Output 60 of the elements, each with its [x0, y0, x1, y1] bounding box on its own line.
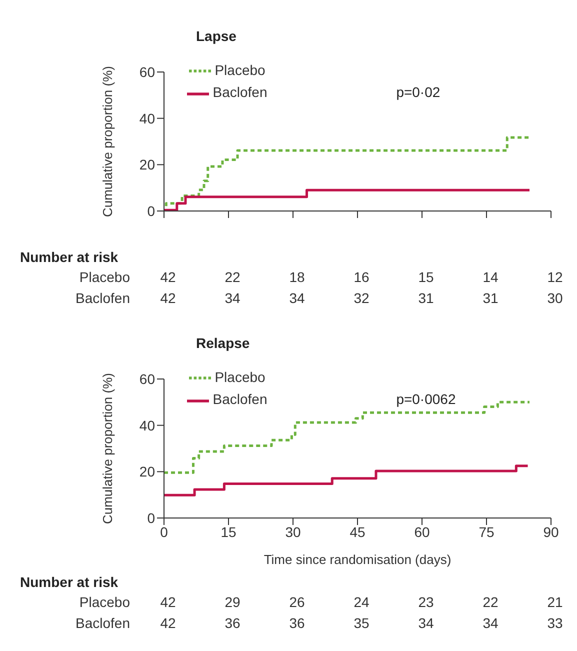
y-tick-label: 60 [139, 64, 156, 80]
chart-title: Relapse [196, 335, 250, 351]
text: 18 [288, 269, 306, 285]
annotation: p=0·0062 [396, 391, 456, 407]
x-axis-title: Time since randomisation (days) [264, 552, 452, 567]
text: 42 [159, 290, 177, 306]
legend-label: Baclofen [212, 391, 268, 408]
text: 22 [482, 594, 500, 610]
x-tick-label: 90 [543, 524, 559, 540]
text: 12 [546, 269, 564, 285]
text: 42 [159, 594, 177, 610]
text: 29 [224, 594, 242, 610]
y-tick-label: 60 [139, 370, 156, 387]
x-tick-label: 45 [350, 524, 366, 540]
text: 14 [482, 269, 500, 285]
x-tick-label: 15 [220, 524, 236, 540]
text: 34 [417, 615, 435, 631]
text: 32 [352, 290, 370, 306]
y-tick-label: 0 [147, 510, 156, 526]
text: 31 [482, 290, 500, 306]
text: 33 [546, 615, 564, 631]
x-tick-label: 0 [160, 524, 168, 540]
annotation: p=0·02 [396, 84, 440, 100]
y-tick-label: 40 [139, 417, 156, 434]
y-tick-label: 20 [139, 156, 156, 173]
text: 22 [224, 269, 242, 285]
legend-label: Placebo [214, 369, 266, 385]
text: 42 [159, 269, 177, 285]
text: 31 [417, 290, 435, 306]
text: 24 [352, 594, 370, 610]
text: 42 [159, 615, 177, 631]
chart-title: Lapse [196, 28, 236, 44]
text: 30 [546, 290, 564, 306]
text: Baclofen [76, 615, 130, 631]
y-axis-title: Cumulative proportion (%) [100, 372, 115, 524]
text: Placebo [79, 594, 130, 610]
text: Number at risk [20, 249, 118, 265]
y-tick-label: 20 [139, 464, 156, 480]
y-axis-title: Cumulative proportion (%) [100, 66, 115, 218]
x-tick-label: 60 [414, 524, 430, 540]
legend-label: Placebo [214, 62, 266, 78]
text: 34 [482, 615, 500, 631]
text: Number at risk [20, 574, 118, 590]
text: 21 [546, 594, 564, 610]
text: 34 [288, 290, 306, 306]
text: 36 [288, 615, 306, 631]
y-tick-label: 0 [147, 202, 156, 219]
text: 23 [417, 594, 435, 610]
text: 36 [224, 615, 242, 631]
text: 35 [352, 615, 370, 631]
text: 16 [352, 269, 370, 285]
x-tick-label: 75 [478, 524, 494, 540]
y-tick-label: 40 [139, 110, 156, 126]
legend-label: Baclofen [212, 84, 268, 100]
x-tick-label: 30 [285, 524, 301, 540]
text: 34 [224, 290, 242, 306]
text: Baclofen [76, 290, 130, 306]
text: 15 [417, 269, 435, 285]
text: Placebo [79, 269, 130, 285]
text: 26 [288, 594, 306, 610]
